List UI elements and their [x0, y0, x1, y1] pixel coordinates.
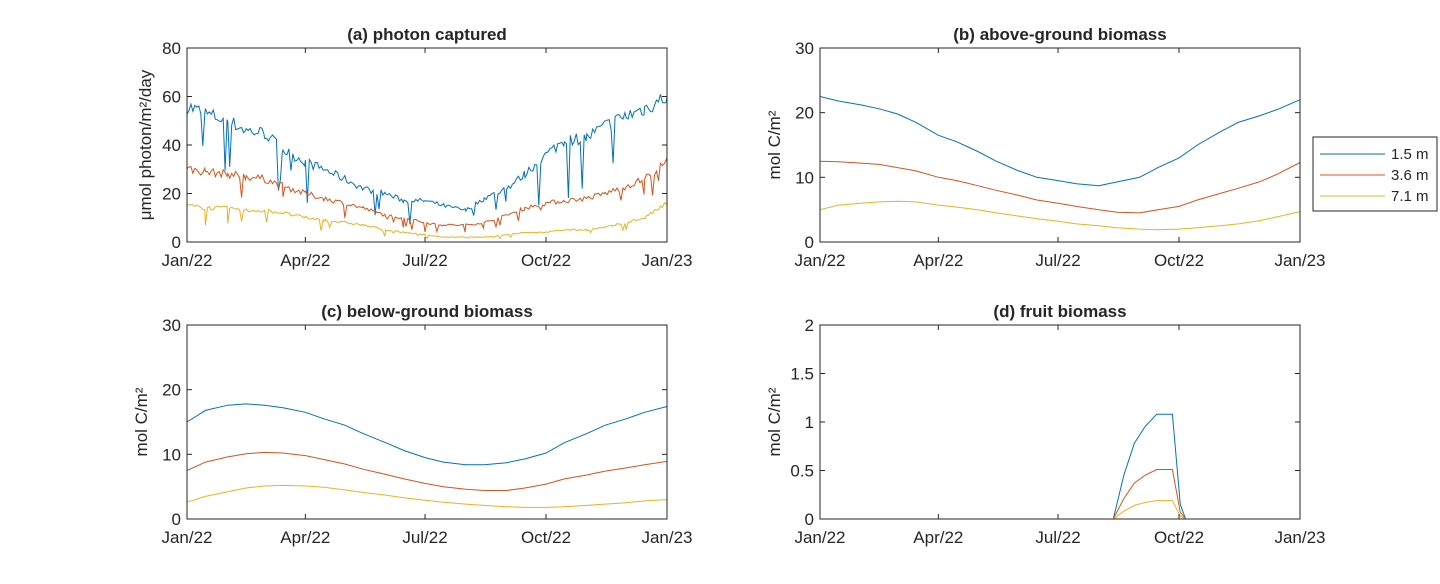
axes-box: [819, 47, 1301, 243]
subplot-title: (b) above-ground biomass: [953, 25, 1166, 44]
series-line-3-6-m: [820, 469, 1300, 520]
legend-label: 1.5 m: [1391, 146, 1429, 163]
y-tick-label: 0: [805, 233, 814, 252]
series-line-7-1-m: [819, 200, 1301, 231]
x-tick-label: Oct/22: [1154, 251, 1204, 270]
y-tick-label: 20: [795, 104, 814, 123]
y-tick-label: 0.5: [790, 462, 814, 481]
x-tick-label: Jan/23: [641, 528, 692, 547]
x-tick-label: Apr/22: [913, 528, 963, 547]
series-line-1-5-m: [820, 413, 1300, 520]
subplot-c: 0 10 20 30 Jan/22 Apr/22 Jul/22 Oct/22 Jan/23 (c)…: [132, 302, 693, 547]
legend-box: [1312, 136, 1438, 212]
y-tick-label: 0: [805, 510, 814, 529]
subplot-a: 0 20 40 60 80 Jan/22 Apr/22 Jul/22 Oct/22 Jan/23 (…: [136, 25, 693, 270]
series-line-3-6-m: [186, 157, 668, 234]
x-tick-label: Jan/22: [794, 251, 845, 270]
y-tick-label: 80: [162, 39, 181, 58]
y-axis-label: μmol photon/m²/day: [136, 69, 155, 220]
x-tick-label: Jan/22: [794, 528, 845, 547]
x-tick-label: Jan/22: [161, 528, 212, 547]
y-tick-label: 20: [162, 381, 181, 400]
x-tick-label: Jul/22: [1035, 251, 1080, 270]
x-tick-label: Oct/22: [1154, 528, 1204, 547]
legend: 1.5 m 3.6 m 7.1 m: [1312, 136, 1438, 212]
series-line-7-1-m: [186, 202, 668, 240]
subplot-title: (a) photon captured: [347, 25, 507, 44]
x-tick-label: Jan/23: [1274, 251, 1325, 270]
y-tick-label: 0: [172, 510, 181, 529]
x-tick-label: Jul/22: [1035, 528, 1080, 547]
y-tick-label: 30: [795, 39, 814, 58]
subplot-title: (d) fruit biomass: [993, 302, 1126, 321]
plot-area: [187, 48, 667, 242]
y-tick-label: 2: [805, 316, 814, 335]
y-tick-label: 1.5: [790, 365, 814, 384]
y-tick-label: 30: [162, 316, 181, 335]
x-tick-label: Oct/22: [521, 528, 571, 547]
x-tick-label: Apr/22: [280, 528, 330, 547]
series-line-1-5-m: [819, 96, 1301, 187]
plot-area: [187, 325, 667, 519]
legend-label: 7.1 m: [1391, 188, 1429, 205]
x-tick-label: Apr/22: [280, 251, 330, 270]
y-tick-label: 40: [162, 136, 181, 155]
subplot-title: (c) below-ground biomass: [321, 302, 533, 321]
y-axis-label: mol C/m²: [765, 110, 784, 179]
x-tick-label: Jan/22: [161, 251, 212, 270]
x-tick-label: Jan/23: [1274, 528, 1325, 547]
plot-area: [820, 325, 1300, 519]
x-tick-label: Jan/23: [641, 251, 692, 270]
y-tick-label: 10: [162, 445, 181, 464]
x-tick-label: Apr/22: [913, 251, 963, 270]
x-tick-label: Jul/22: [402, 251, 447, 270]
subplot-d: 0 0.5 1 1.5 2 Jan/22 Apr/22 Jul/22 Oct/22 Jan/23 (…: [765, 302, 1326, 547]
y-tick-label: 20: [162, 185, 181, 204]
y-tick-label: 10: [795, 168, 814, 187]
subplot-b: 0 10 20 30 Jan/22 Apr/22 Jul/22 Oct/22 Jan/23 (b)…: [765, 25, 1326, 270]
y-tick-label: 60: [162, 88, 181, 107]
series-line-7-1-m: [820, 500, 1300, 520]
series-line-3-6-m: [819, 160, 1301, 214]
series-line-1-5-m: [186, 403, 668, 466]
plot-area: [820, 48, 1300, 242]
legend-label: 3.6 m: [1391, 167, 1429, 184]
y-axis-label: mol C/m²: [132, 387, 151, 456]
axes-box: [186, 324, 668, 520]
series-line-7-1-m: [186, 484, 668, 508]
y-tick-label: 1: [805, 413, 814, 432]
y-tick-label: 0: [172, 233, 181, 252]
x-tick-label: Jul/22: [402, 528, 447, 547]
x-tick-label: Oct/22: [521, 251, 571, 270]
series-line-3-6-m: [186, 451, 668, 491]
series-line-1-5-m: [186, 94, 668, 224]
y-axis-label: mol C/m²: [765, 387, 784, 456]
